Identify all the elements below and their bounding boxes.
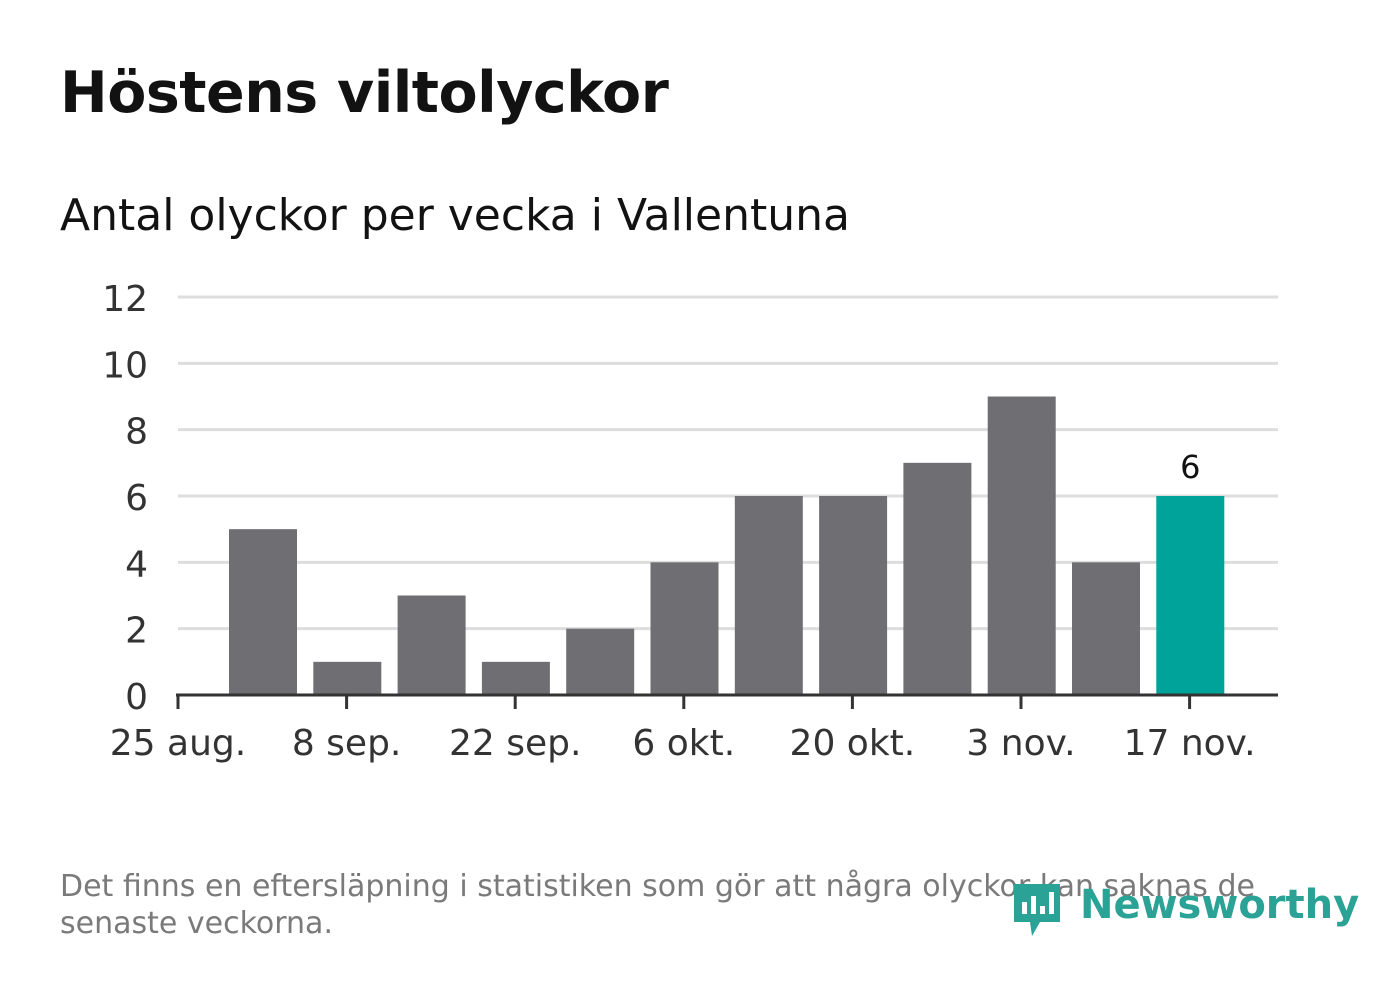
bar (650, 562, 719, 695)
x-tick-label: 25 aug. (110, 723, 246, 764)
y-tick-label: 10 (102, 345, 148, 386)
data-label: 6 (1180, 448, 1200, 486)
logo-text: Newsworthy (1080, 882, 1360, 928)
data-labels: 6 (1180, 448, 1200, 486)
chart-title: Höstens viltolyckor (60, 60, 669, 126)
x-tick-label: 17 nov. (1124, 723, 1256, 764)
y-axis-labels: 0 2 4 6 8 10 12 (102, 279, 148, 718)
bar (987, 396, 1056, 695)
x-tick-label: 22 sep. (449, 723, 581, 764)
x-axis (176, 693, 1278, 709)
y-tick-label: 12 (102, 279, 148, 320)
gridlines (178, 295, 1278, 631)
newsworthy-logo: Newsworthy (1010, 878, 1359, 942)
x-axis-labels: 25 aug. 8 sep. 22 sep. 6 okt. 20 okt. 3 nov. 1… (110, 723, 1256, 764)
bar (566, 628, 635, 695)
y-tick-label: 2 (125, 611, 148, 652)
y-tick-label: 8 (125, 412, 148, 453)
chart-subtitle: Antal olyckor per vecka i Vallentuna (60, 190, 850, 241)
bar (1072, 562, 1140, 695)
y-tick-label: 4 (125, 544, 148, 585)
bar (481, 661, 550, 695)
bar (313, 661, 382, 695)
x-tick-label: 20 okt. (790, 723, 916, 764)
bar (1156, 496, 1225, 695)
y-tick-label: 6 (125, 478, 148, 519)
x-tick-label: 8 sep. (292, 723, 402, 764)
x-tick-label: 6 okt. (632, 723, 735, 764)
bar (903, 462, 972, 695)
bar (819, 496, 888, 695)
bar (229, 529, 297, 695)
bar (397, 595, 466, 695)
bars (229, 396, 1225, 695)
bar-chart: 0 2 4 6 8 10 12 25 aug. 8 sep. 22 sep. 6 okt. 20 o… (102, 279, 1278, 764)
x-tick-label: 3 nov. (966, 723, 1075, 764)
y-tick-label: 0 (125, 677, 148, 718)
bar (734, 496, 803, 695)
newsworthy-logo-icon (1014, 884, 1060, 936)
